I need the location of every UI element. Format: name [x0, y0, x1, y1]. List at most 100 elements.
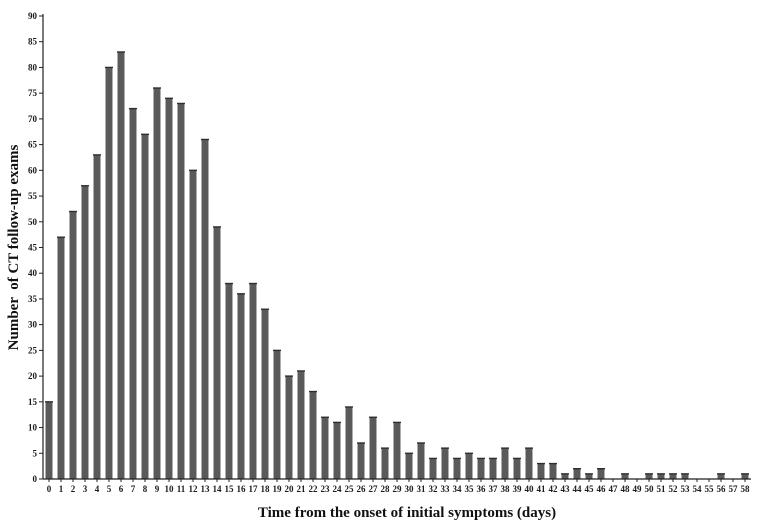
bar-day-5	[105, 67, 113, 479]
bar-day-30	[405, 453, 413, 479]
bar-day-7	[129, 108, 137, 479]
bar-day-2	[69, 211, 77, 480]
y-tick-label: 30	[28, 320, 38, 330]
y-tick-label: 65	[28, 140, 38, 150]
x-tick-label: 14	[213, 484, 223, 494]
x-tick-label: 37	[489, 484, 499, 494]
bar-day-40	[525, 448, 533, 479]
x-tick-label: 31	[417, 484, 427, 494]
x-tick-label: 0	[47, 484, 52, 494]
x-tick-label: 6	[119, 484, 124, 494]
bar-day-25	[345, 406, 353, 479]
bar-day-53	[681, 473, 689, 479]
bar-day-37	[489, 458, 497, 479]
x-tick-label: 4	[95, 484, 100, 494]
x-tick-label: 21	[297, 484, 307, 494]
bar-day-8	[141, 134, 149, 479]
bar-day-42	[549, 463, 557, 479]
bar-day-48	[621, 473, 629, 479]
x-tick-label: 29	[393, 484, 403, 494]
x-tick-label: 8	[143, 484, 148, 494]
bar-day-38	[501, 448, 509, 479]
bar-day-56	[717, 473, 725, 479]
x-tick-label: 33	[441, 484, 451, 494]
x-tick-label: 56	[717, 484, 727, 494]
bar-day-0	[45, 401, 53, 479]
x-tick-label: 44	[573, 484, 583, 494]
bar-day-26	[357, 442, 365, 479]
x-tick-label: 55	[705, 484, 715, 494]
bar-day-16	[237, 293, 245, 479]
bar-day-18	[261, 309, 269, 479]
bar-day-51	[657, 473, 665, 479]
x-tick-label: 2	[71, 484, 76, 494]
bar-day-22	[309, 391, 317, 479]
y-axis-title: Number of CT follow-up exams	[6, 144, 22, 350]
bar-day-20	[285, 376, 293, 479]
x-tick-label: 30	[405, 484, 415, 494]
x-tick-label: 53	[681, 484, 691, 494]
x-tick-label: 36	[477, 484, 487, 494]
bar-day-36	[477, 458, 485, 479]
bar-day-1	[57, 237, 65, 479]
x-tick-label: 39	[513, 484, 523, 494]
x-tick-label: 24	[333, 484, 343, 494]
bar-day-21	[297, 370, 305, 479]
y-tick-label: 60	[28, 165, 38, 175]
x-tick-label: 9	[155, 484, 160, 494]
x-tick-label: 57	[729, 484, 739, 494]
bar-day-14	[213, 226, 221, 479]
bar-day-32	[429, 458, 437, 479]
y-tick-label: 40	[28, 268, 38, 278]
x-axis-ticks: 0 1 2 3 4 5 6 7 8 9 10 11 12 13 14 15 16 17 18 19 20 21 22 23 24…	[47, 479, 750, 494]
x-tick-label: 16	[237, 484, 247, 494]
bar-day-45	[585, 473, 593, 479]
bar-day-31	[417, 442, 425, 479]
x-tick-label: 10	[165, 484, 175, 494]
bar-day-28	[381, 448, 389, 479]
bar-day-9	[153, 88, 161, 480]
x-tick-label: 26	[357, 484, 367, 494]
y-tick-label: 50	[28, 217, 38, 227]
bar-day-10	[165, 98, 173, 479]
bar-day-24	[333, 422, 341, 479]
y-tick-label: 10	[28, 423, 38, 433]
bar-day-13	[201, 139, 209, 479]
bar-day-12	[189, 170, 197, 479]
bar-day-27	[369, 417, 377, 479]
x-tick-label: 32	[429, 484, 439, 494]
y-tick-label: 35	[28, 294, 38, 304]
bars-group	[45, 51, 749, 480]
x-tick-label: 42	[549, 484, 559, 494]
bar-day-39	[513, 458, 521, 479]
x-tick-label: 11	[177, 484, 186, 494]
bar-day-3	[81, 185, 89, 479]
x-tick-label: 38	[501, 484, 511, 494]
x-tick-label: 54	[693, 484, 703, 494]
x-tick-label: 50	[645, 484, 655, 494]
x-tick-label: 19	[273, 484, 283, 494]
y-tick-label: 70	[28, 114, 38, 124]
x-tick-label: 22	[309, 484, 319, 494]
x-tick-label: 5	[107, 484, 112, 494]
bar-day-35	[465, 453, 473, 479]
x-tick-label: 34	[453, 484, 463, 494]
y-tick-label: 85	[28, 37, 38, 47]
y-tick-label: 55	[28, 191, 38, 201]
x-tick-label: 13	[201, 484, 211, 494]
x-tick-label: 51	[657, 484, 667, 494]
x-tick-label: 3	[83, 484, 88, 494]
y-tick-label: 90	[28, 11, 38, 21]
bar-day-11	[177, 103, 185, 480]
x-tick-label: 25	[345, 484, 355, 494]
y-tick-label: 15	[28, 397, 38, 407]
bar-day-58	[741, 473, 749, 479]
x-tick-label: 41	[537, 484, 547, 494]
x-tick-label: 17	[249, 484, 259, 494]
y-tick-label: 80	[28, 62, 38, 72]
y-tick-label: 5	[33, 448, 38, 458]
x-tick-label: 35	[465, 484, 475, 494]
x-tick-label: 47	[609, 484, 619, 494]
